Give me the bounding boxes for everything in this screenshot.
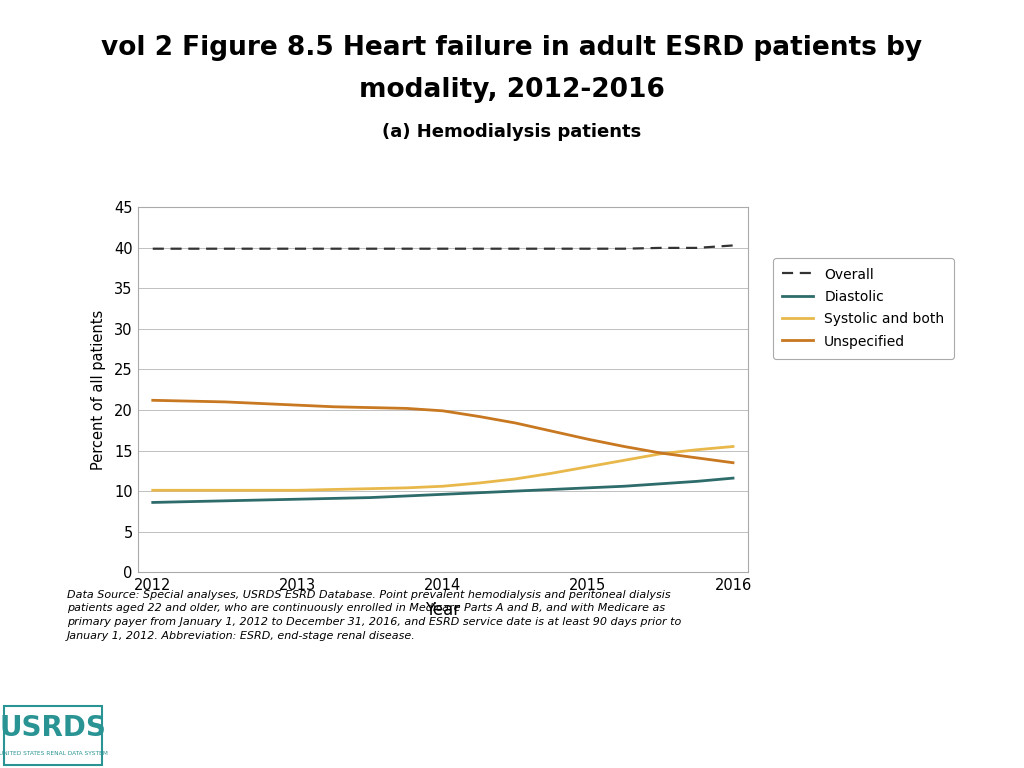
X-axis label: Year: Year xyxy=(425,601,461,619)
Overall xyxy=(437,244,450,253)
Overall xyxy=(146,244,159,253)
Overall xyxy=(690,243,702,253)
Diastolic xyxy=(727,474,739,483)
Text: Volume 2 ESRD, Chapter 8: Volume 2 ESRD, Chapter 8 xyxy=(475,742,713,757)
Diastolic xyxy=(690,477,702,486)
Diastolic xyxy=(292,495,304,504)
Unspecified xyxy=(365,403,377,412)
Diastolic xyxy=(509,486,521,495)
Diastolic xyxy=(400,492,413,501)
Unspecified xyxy=(400,404,413,413)
Unspecified xyxy=(690,453,702,462)
Overall xyxy=(546,244,558,253)
Overall xyxy=(654,243,667,253)
Text: USRDS: USRDS xyxy=(0,713,106,742)
Diastolic xyxy=(546,485,558,494)
Overall xyxy=(183,244,196,253)
Unspecified xyxy=(582,435,594,444)
Overall xyxy=(582,244,594,253)
Systolic and both xyxy=(437,482,450,491)
Systolic and both xyxy=(618,455,631,465)
Systolic and both xyxy=(219,485,231,495)
Diastolic xyxy=(255,495,267,505)
Overall xyxy=(292,244,304,253)
Systolic and both xyxy=(255,485,267,495)
Text: 24: 24 xyxy=(976,727,1000,744)
Unspecified xyxy=(328,402,340,412)
Line: Systolic and both: Systolic and both xyxy=(153,446,733,490)
Systolic and both xyxy=(546,468,558,478)
Systolic and both xyxy=(727,442,739,451)
Line: Unspecified: Unspecified xyxy=(153,400,733,462)
Unspecified xyxy=(437,406,450,415)
Unspecified xyxy=(292,401,304,410)
Unspecified xyxy=(509,419,521,428)
Diastolic xyxy=(146,498,159,507)
Text: modality, 2012-2016: modality, 2012-2016 xyxy=(359,77,665,103)
Overall xyxy=(328,244,340,253)
Overall xyxy=(400,244,413,253)
Text: (a) Hemodialysis patients: (a) Hemodialysis patients xyxy=(382,123,642,141)
Unspecified xyxy=(618,442,631,451)
Systolic and both xyxy=(690,445,702,455)
Systolic and both xyxy=(509,475,521,484)
Text: 2018 Annual Data Report: 2018 Annual Data Report xyxy=(479,720,709,735)
Systolic and both xyxy=(473,478,485,488)
Overall xyxy=(255,244,267,253)
Overall xyxy=(365,244,377,253)
Line: Overall: Overall xyxy=(153,246,733,249)
Unspecified xyxy=(727,458,739,467)
Diastolic xyxy=(654,479,667,488)
Systolic and both xyxy=(400,483,413,492)
Diastolic xyxy=(473,488,485,498)
Systolic and both xyxy=(654,449,667,458)
Diastolic xyxy=(437,490,450,499)
Diastolic xyxy=(183,497,196,506)
Unspecified xyxy=(473,412,485,421)
Diastolic xyxy=(582,483,594,492)
Overall xyxy=(618,244,631,253)
Systolic and both xyxy=(292,485,304,495)
Diastolic xyxy=(328,494,340,503)
Text: vol 2 Figure 8.5 Heart failure in adult ESRD patients by: vol 2 Figure 8.5 Heart failure in adult … xyxy=(101,35,923,61)
Systolic and both xyxy=(328,485,340,494)
Overall xyxy=(727,241,739,250)
Y-axis label: Percent of all patients: Percent of all patients xyxy=(90,310,105,470)
Systolic and both xyxy=(183,485,196,495)
Overall xyxy=(219,244,231,253)
Line: Diastolic: Diastolic xyxy=(153,478,733,502)
Unspecified xyxy=(146,396,159,405)
Systolic and both xyxy=(146,485,159,495)
Diastolic xyxy=(365,493,377,502)
Unspecified xyxy=(654,449,667,458)
Unspecified xyxy=(219,397,231,406)
Overall xyxy=(473,244,485,253)
Overall xyxy=(509,244,521,253)
Legend: Overall, Diastolic, Systolic and both, Unspecified: Overall, Diastolic, Systolic and both, U… xyxy=(773,258,954,359)
Diastolic xyxy=(618,482,631,491)
Systolic and both xyxy=(582,462,594,472)
Text: Data Source: Special analyses, USRDS ESRD Database. Point prevalent hemodialysis: Data Source: Special analyses, USRDS ESR… xyxy=(67,590,681,641)
Unspecified xyxy=(546,426,558,435)
Diastolic xyxy=(219,496,231,505)
Text: UNITED STATES RENAL DATA SYSTEM: UNITED STATES RENAL DATA SYSTEM xyxy=(0,751,108,756)
Unspecified xyxy=(183,396,196,406)
Unspecified xyxy=(255,399,267,408)
Systolic and both xyxy=(365,484,377,493)
